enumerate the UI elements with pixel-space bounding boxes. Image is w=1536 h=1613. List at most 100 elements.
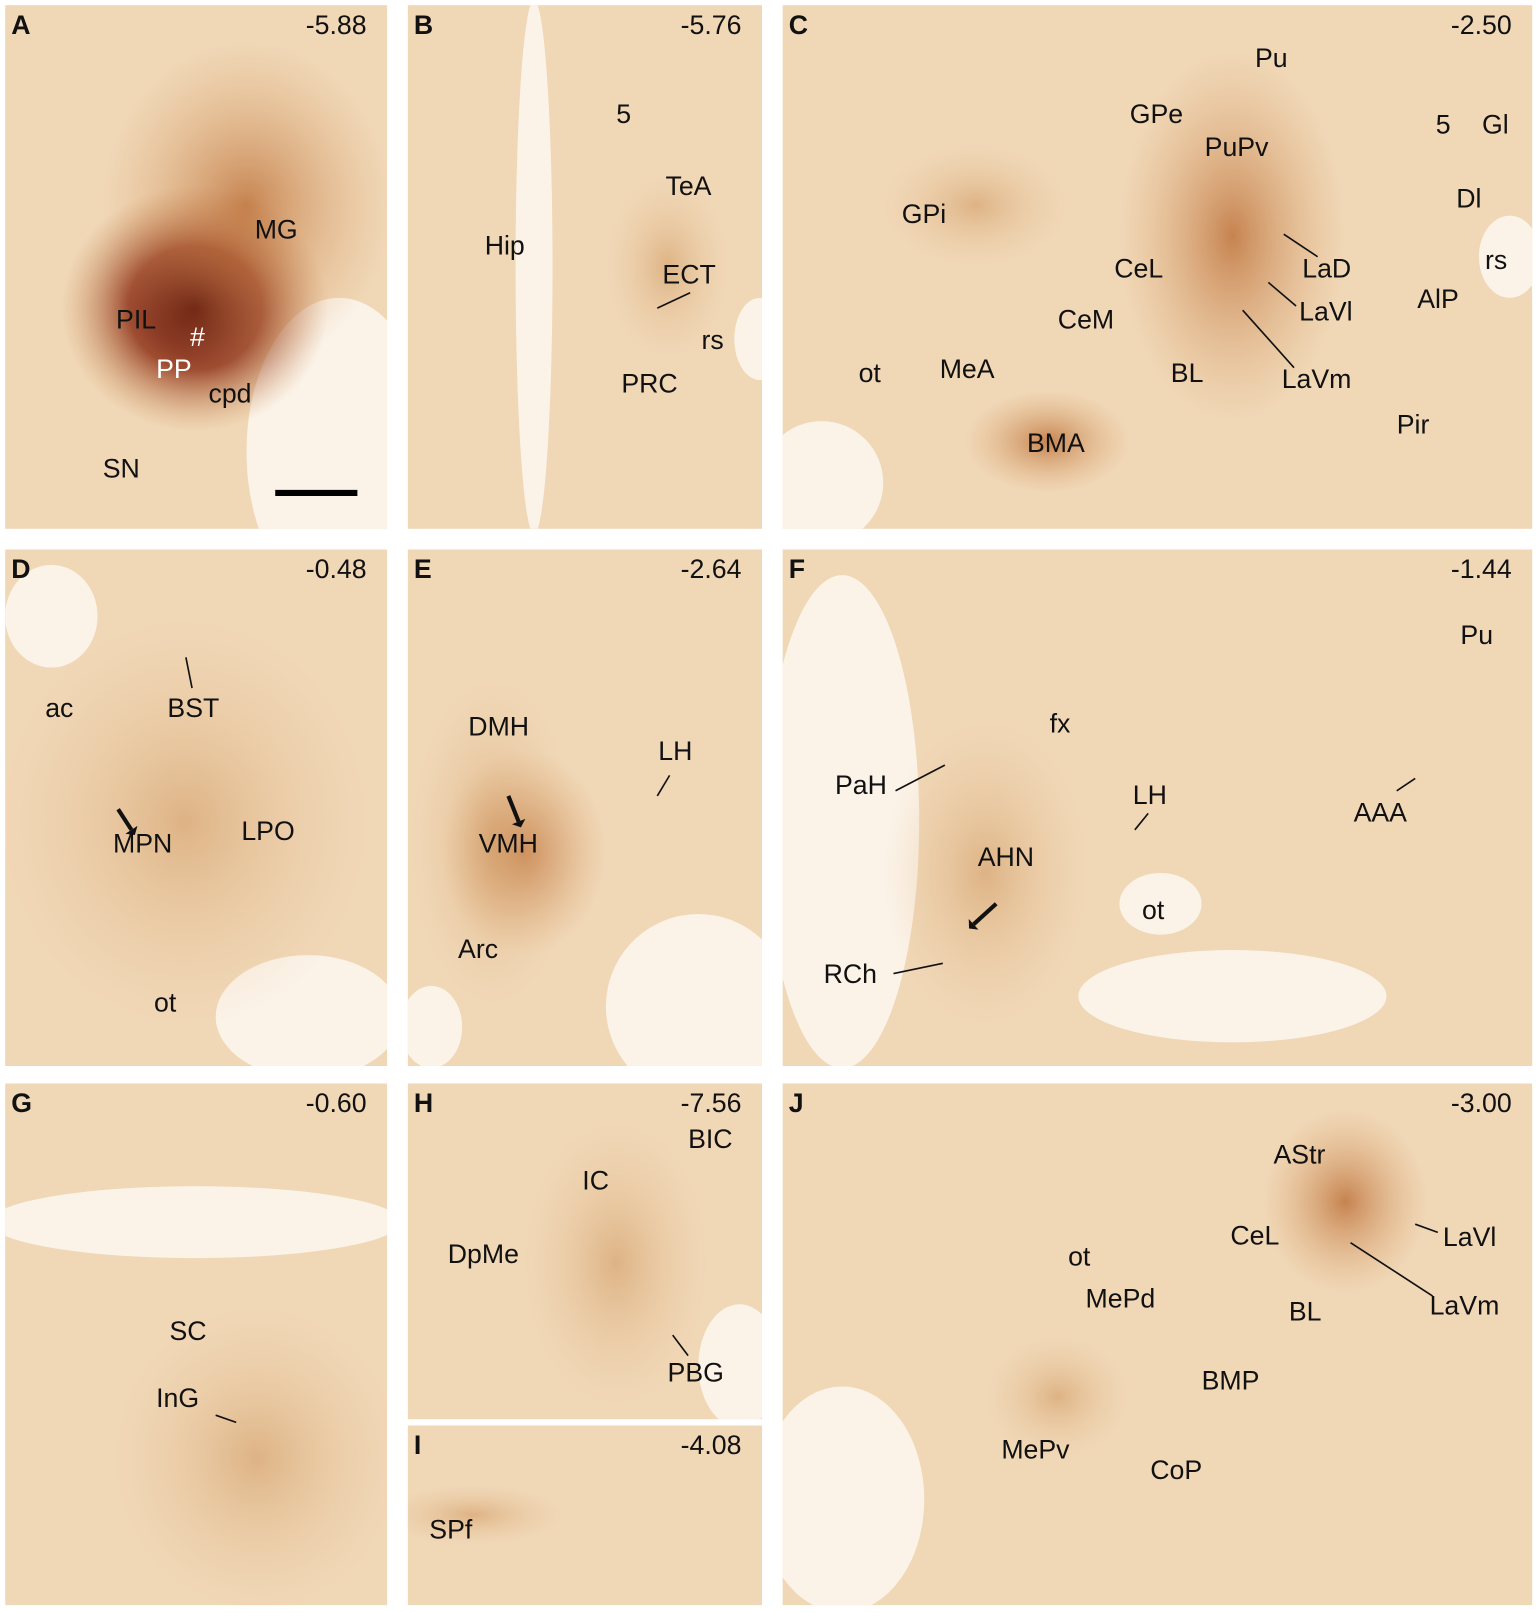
panel-letter: E [414,554,432,584]
panel: E -2.64 DMH LH VMH Arc [407,549,763,1067]
region-label: RCh [824,959,877,989]
region-label: Gl [1482,110,1509,140]
region-label: BL [1289,1297,1322,1327]
region-label: BL [1171,358,1204,388]
stain [1263,1109,1428,1295]
region-label: LPO [241,816,294,846]
arrow [506,795,521,823]
region-label: InG [156,1383,199,1413]
arrow [116,808,134,831]
region-label: IC [582,1165,609,1195]
arrow [972,902,998,926]
panel: C -2.50 Pu GPe PuPv 5 Gl Dl GPi rs CeL LaD AlP LaVl Ce… [782,5,1533,529]
coordinate: -4.08 [681,1430,742,1460]
micrograph [782,1083,1533,1606]
region-label: LH [658,736,692,766]
region-label: PP [156,354,192,384]
region-label: Pir [1397,409,1430,439]
stain [410,677,576,1007]
region-label: AAA [1354,798,1408,828]
region-label: CoP [1150,1455,1202,1485]
region-label: PRC [621,368,677,398]
background-region [5,1186,388,1259]
leader-line [893,962,943,975]
region-label: 5 [616,99,631,129]
panel: J -3.00 AStr LaVl CeL ot MePd LaVm BL BMP MePv CoP [782,1083,1533,1606]
region-label: ot [859,358,882,388]
background-region [782,1386,925,1606]
region-label: LaVm [1430,1291,1500,1321]
region-label: Arc [458,934,498,964]
coordinate: -2.64 [681,554,742,584]
panel: H -7.56 BIC IC DpMe PBG [407,1083,763,1420]
panel: G -0.60 SC InG [5,1083,388,1606]
region-label: PBG [668,1357,724,1387]
region-label: VMH [479,828,538,858]
stain [883,718,1089,1027]
arrow-head [125,825,138,835]
region-label: LaVl [1299,296,1352,326]
background-region [1119,872,1202,935]
region-label: AStr [1273,1140,1325,1170]
region-label: CeL [1230,1221,1279,1251]
region-label: BMA [1027,428,1085,458]
leader-line [1396,777,1416,792]
background-region [782,575,920,1067]
region-label: LH [1133,780,1167,810]
region-label: PaH [835,770,887,800]
background-region [5,564,98,668]
region-label: CeL [1114,253,1163,283]
region-label: rs [701,325,723,355]
region-label: DMH [468,711,529,741]
micrograph [407,5,763,529]
background-region [1078,949,1387,1043]
region-label: MPN [113,828,172,858]
panel-letter: D [11,554,30,584]
panel-letter: C [789,10,808,40]
micrograph [782,549,1533,1067]
region-label: ot [1142,895,1165,925]
region-label: MePd [1086,1283,1156,1313]
region-label: GPe [1130,99,1183,129]
background-region [1478,215,1533,298]
panel-letter: A [11,10,30,40]
micrograph [407,1083,763,1420]
leader-line [672,1334,689,1357]
micrograph [407,549,763,1067]
coordinate: -0.48 [306,554,367,584]
panel: A -5.88 MG PIL #PP cpd SN [5,5,388,529]
panel-letter: B [414,10,433,40]
leader-line [1414,1223,1439,1234]
region-label: GPi [902,199,947,229]
stain [985,1335,1130,1459]
arrow-head [968,918,979,930]
region-label: fx [1050,708,1071,738]
region-label: Pu [1460,620,1493,650]
region-label: TeA [665,171,711,201]
panel-letter: H [414,1088,433,1118]
coordinate: -3.00 [1451,1088,1512,1118]
panel-letter: J [789,1088,804,1118]
background-region [698,1304,763,1420]
region-label: LaVm [1282,364,1352,394]
background-region [515,5,553,529]
stain [1119,51,1346,422]
region-label: DpMe [448,1239,519,1269]
region-label: 5 [1436,110,1451,140]
stain [5,616,370,1027]
coordinate: -2.50 [1451,10,1512,40]
stain [523,1119,709,1407]
region-label: ot [1068,1241,1091,1271]
region-label: MeA [940,354,995,384]
micrograph [782,5,1533,529]
coordinate: -0.60 [306,1088,367,1118]
background-region [782,421,884,529]
coordinate: -5.76 [681,10,742,40]
region-label: ac [45,693,73,723]
leader-line [1134,812,1149,831]
leader-line [185,657,193,689]
micrograph [5,549,388,1067]
micrograph [5,5,388,529]
